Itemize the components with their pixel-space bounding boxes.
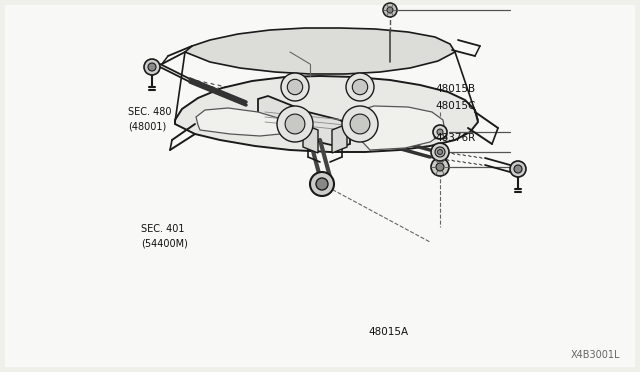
Circle shape [436,163,444,171]
Text: 48376R: 48376R [435,133,476,142]
Circle shape [431,143,449,161]
Circle shape [350,114,370,134]
Circle shape [346,73,374,101]
Circle shape [277,106,313,142]
Circle shape [387,7,393,13]
Circle shape [433,125,447,139]
Circle shape [510,161,526,177]
Text: 48015B: 48015B [435,84,476,94]
Polygon shape [185,28,455,74]
Text: SEC. 480
(48001): SEC. 480 (48001) [128,107,172,131]
Circle shape [514,165,522,173]
Circle shape [352,79,368,95]
Circle shape [431,158,449,176]
Text: 48015A: 48015A [368,327,408,337]
Polygon shape [196,108,285,136]
Circle shape [148,63,156,71]
Bar [434,132,446,138]
Polygon shape [258,96,350,147]
Text: SEC. 401
(54400M): SEC. 401 (54400M) [141,224,188,248]
Circle shape [281,73,309,101]
Circle shape [287,79,303,95]
Circle shape [342,106,378,142]
Circle shape [437,129,443,135]
Circle shape [316,178,328,190]
Text: X4B3001L: X4B3001L [570,350,620,360]
Polygon shape [303,124,318,153]
Circle shape [285,114,305,134]
Polygon shape [350,106,445,150]
Circle shape [144,59,160,75]
Text: 48015C: 48015C [435,101,476,111]
Circle shape [310,172,334,196]
Circle shape [435,147,445,157]
Polygon shape [175,76,478,152]
Circle shape [438,150,442,154]
Circle shape [383,3,397,17]
Polygon shape [332,124,347,153]
